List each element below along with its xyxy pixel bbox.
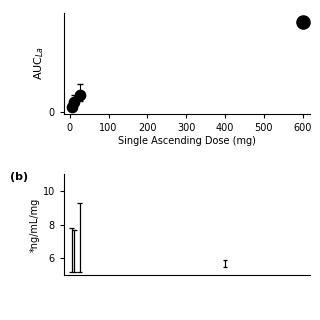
Point xyxy=(69,105,74,110)
Y-axis label: AUC$_{La}$: AUC$_{La}$ xyxy=(32,46,46,80)
X-axis label: Single Ascending Dose (mg): Single Ascending Dose (mg) xyxy=(118,136,256,146)
Text: (b): (b) xyxy=(10,172,28,182)
Point xyxy=(77,92,82,97)
Point xyxy=(71,100,76,105)
Point xyxy=(300,20,305,25)
Y-axis label: *ng/mL/mg: *ng/mL/mg xyxy=(30,198,40,252)
